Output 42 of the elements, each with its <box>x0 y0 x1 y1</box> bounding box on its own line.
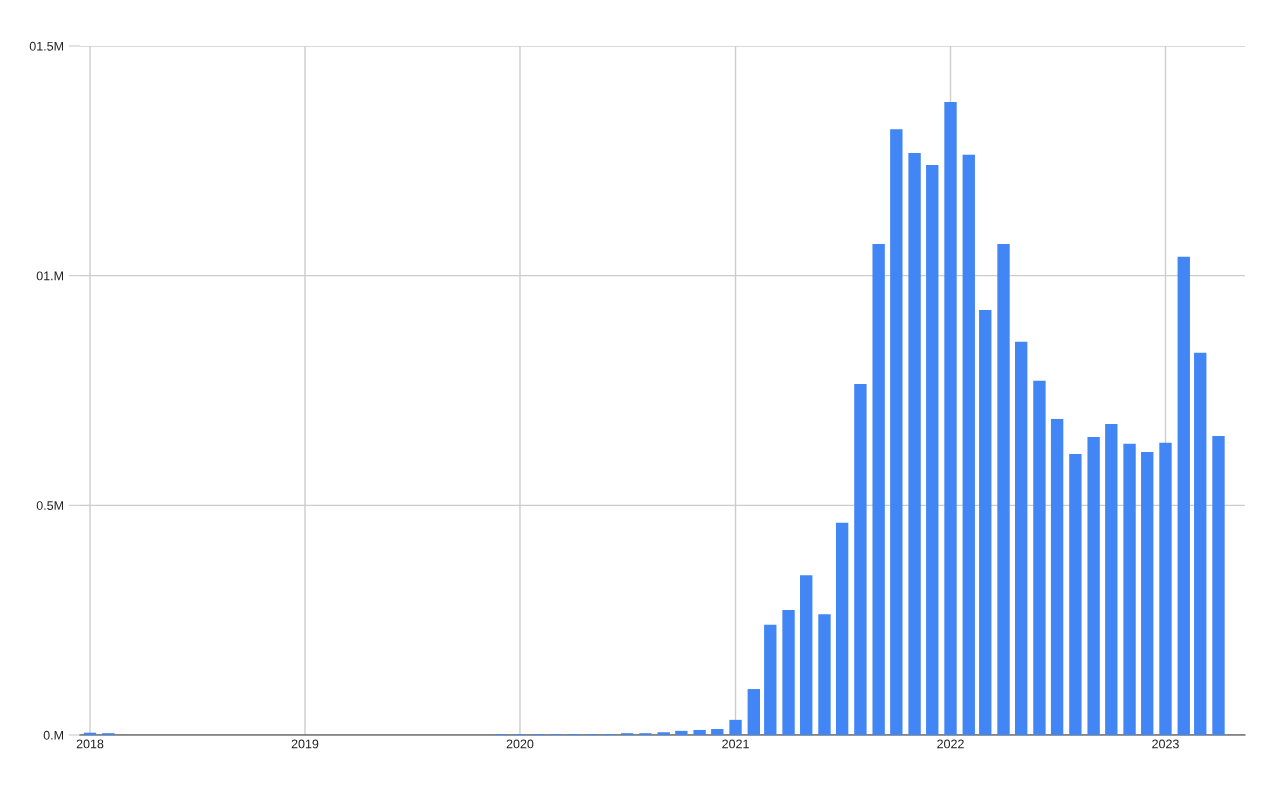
bar <box>962 154 975 735</box>
bar <box>782 610 795 735</box>
bar <box>944 102 957 735</box>
y-tick-label: 01.M <box>36 271 63 281</box>
bar <box>1212 435 1225 735</box>
bar <box>890 129 903 735</box>
bar <box>908 153 921 735</box>
x-tick-label: 2022 <box>937 739 964 749</box>
bar <box>854 384 867 735</box>
bar <box>711 729 724 735</box>
x-tick-label: 2019 <box>291 739 319 749</box>
y-tick-label: 0.5M <box>36 501 63 510</box>
bar <box>997 243 1010 735</box>
bar <box>1123 443 1136 735</box>
bar <box>1087 436 1100 735</box>
bar <box>1141 452 1154 735</box>
bar <box>1069 453 1082 735</box>
bar <box>800 575 813 735</box>
bar <box>1050 418 1064 735</box>
bar <box>1177 256 1190 735</box>
x-tick-label: 2020 <box>506 739 534 749</box>
bar <box>675 730 688 735</box>
y-tick-label: 0.M <box>43 730 63 740</box>
bar <box>818 614 831 735</box>
x-tick-label: 2018 <box>76 739 104 749</box>
bar <box>657 732 670 735</box>
bar <box>835 522 849 735</box>
y-tick-label: 01.5M <box>29 41 63 51</box>
bar <box>747 689 760 735</box>
bar <box>872 243 885 735</box>
bar <box>1033 380 1046 735</box>
bar <box>1194 352 1207 735</box>
bar <box>1015 341 1028 735</box>
bar <box>693 729 706 735</box>
bar <box>1105 424 1118 735</box>
x-tick-label: 2023 <box>1152 739 1179 749</box>
bar <box>979 310 992 735</box>
bar <box>764 624 777 735</box>
bar <box>1159 442 1172 735</box>
bar <box>729 719 742 735</box>
x-tick-label: 2021 <box>722 739 749 749</box>
bar <box>926 164 939 735</box>
